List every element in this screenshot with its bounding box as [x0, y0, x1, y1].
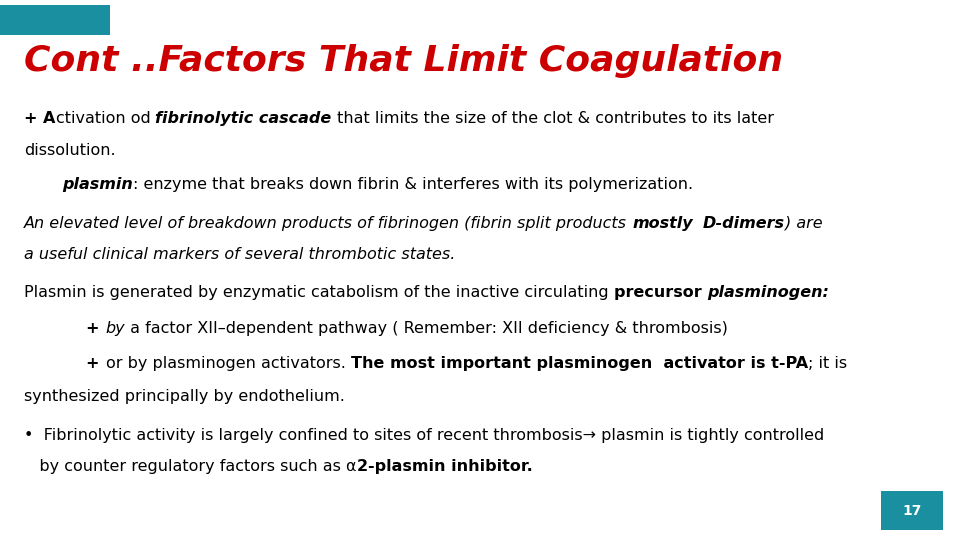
Text: a useful clinical markers of several thrombotic states.: a useful clinical markers of several thr…: [24, 247, 455, 262]
Text: a factor XII–dependent pathway ( Remember: XII deficiency & thrombosis): a factor XII–dependent pathway ( Remembe…: [125, 321, 728, 336]
Text: +: +: [86, 356, 106, 372]
Text: +: +: [24, 111, 43, 126]
Text: Plasmin is generated by enzymatic catabolism of the inactive circulating: Plasmin is generated by enzymatic catabo…: [24, 285, 613, 300]
Text: 2: 2: [356, 459, 368, 474]
Text: ) are: ) are: [785, 216, 823, 231]
Text: Cont ..Factors That Limit Coagulation: Cont ..Factors That Limit Coagulation: [24, 44, 783, 78]
Text: synthesized principally by endothelium.: synthesized principally by endothelium.: [24, 389, 345, 404]
Text: by: by: [106, 321, 125, 336]
Text: dissolution.: dissolution.: [24, 143, 115, 158]
Text: •  Fibrinolytic activity is largely confined to sites of recent thrombosis→ plas: • Fibrinolytic activity is largely confi…: [24, 428, 825, 443]
Text: The most important plasminogen  activator is t-PA: The most important plasminogen activator…: [350, 356, 807, 372]
Text: An elevated level of breakdown products of fibrinogen (fibrin split products: An elevated level of breakdown products …: [24, 216, 632, 231]
Text: ctivation od: ctivation od: [56, 111, 156, 126]
Text: ; it is: ; it is: [807, 356, 847, 372]
Bar: [0, 5, 110, 35]
Text: by counter regulatory factors such as α: by counter regulatory factors such as α: [24, 459, 356, 474]
Text: D-dimers: D-dimers: [703, 216, 785, 231]
Text: 17: 17: [902, 504, 922, 518]
Text: that limits the size of the clot & contributes to its later: that limits the size of the clot & contr…: [331, 111, 774, 126]
Text: mostly: mostly: [632, 216, 693, 231]
Text: fibrinolytic cascade: fibrinolytic cascade: [156, 111, 331, 126]
Text: plasmin: plasmin: [62, 177, 133, 192]
Text: precursor: precursor: [613, 285, 708, 300]
Text: -plasmin inhibitor.: -plasmin inhibitor.: [368, 459, 533, 474]
Text: +: +: [86, 321, 106, 336]
Text: A: A: [43, 111, 56, 126]
Bar: [881, 491, 943, 530]
Text: or by plasminogen activators.: or by plasminogen activators.: [106, 356, 350, 372]
Text: plasminogen:: plasminogen:: [708, 285, 829, 300]
Text: : enzyme that breaks down fibrin & interferes with its polymerization.: : enzyme that breaks down fibrin & inter…: [133, 177, 693, 192]
